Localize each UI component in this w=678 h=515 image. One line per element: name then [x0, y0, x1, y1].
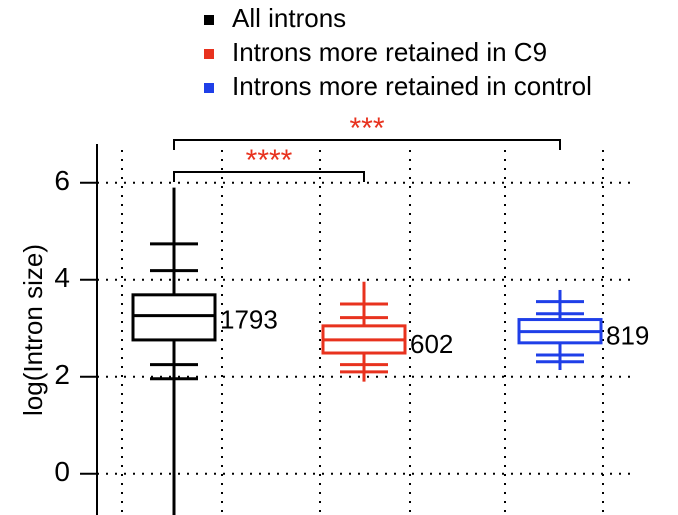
box-group [131, 187, 217, 515]
legend-label: Introns more retained in C9 [232, 37, 547, 67]
count-label: 1793 [220, 305, 278, 335]
count-label: 819 [606, 321, 649, 351]
y-tick-label: 0 [54, 456, 70, 487]
box-group [517, 289, 603, 370]
y-tick-label: 6 [54, 165, 70, 196]
y-axis-label: log(Intron size) [18, 244, 48, 416]
box [131, 293, 217, 342]
significance-bracket [173, 139, 561, 150]
count-label: 602 [410, 329, 453, 359]
significance-bracket [173, 171, 365, 182]
legend-swatch [204, 49, 214, 59]
legend-label: Introns more retained in control [232, 71, 592, 101]
legend-swatch [204, 15, 214, 25]
y-tick-label: 4 [54, 262, 70, 293]
y-tick-label: 2 [54, 359, 70, 390]
significance-label: **** [246, 144, 293, 177]
box-group [321, 281, 407, 382]
significance-label: *** [349, 112, 384, 145]
legend-swatch [204, 83, 214, 93]
legend-label: All introns [232, 3, 346, 33]
plot-area [131, 187, 603, 515]
